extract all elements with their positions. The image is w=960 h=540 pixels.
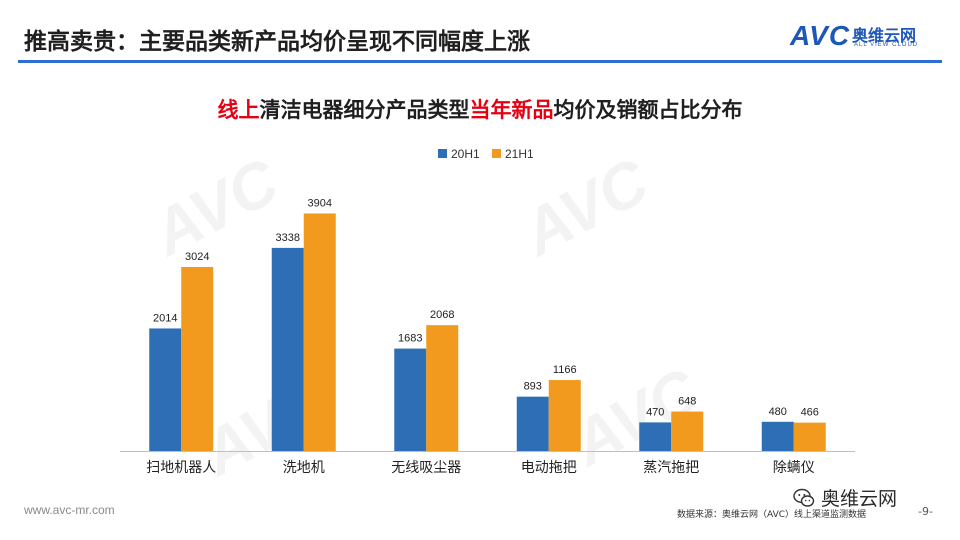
wechat-badge: 奥维云网 bbox=[793, 483, 953, 513]
data-label: 3904 bbox=[308, 197, 332, 209]
bar-21h1 bbox=[426, 325, 459, 451]
x-tick-label: 扫地机器人 bbox=[146, 460, 216, 476]
bar-20h1 bbox=[394, 348, 427, 451]
chart-title-text-1: 清洁电器细分产品类型 bbox=[259, 98, 470, 122]
logo-en-text: ALL VIEW CLOUD bbox=[854, 42, 919, 48]
chart-title-highlight-2: 当年新品 bbox=[469, 98, 554, 122]
x-tick-label: 蒸汽拖把 bbox=[643, 460, 699, 476]
page-title: 推高卖贵：主要品类新产品均价呈现不同幅度上涨 bbox=[24, 29, 530, 55]
data-label: 470 bbox=[646, 406, 664, 418]
data-label: 893 bbox=[524, 381, 542, 393]
bar-20h1 bbox=[761, 421, 794, 451]
bar-21h1 bbox=[303, 213, 336, 451]
legend-label-20h1: 20H1 bbox=[451, 147, 480, 161]
bar-21h1 bbox=[548, 380, 581, 451]
data-label: 2068 bbox=[430, 309, 454, 321]
data-label: 3024 bbox=[185, 251, 209, 263]
avc-logo: AVC 奥维云网 ALL VIEW CLOUD bbox=[790, 20, 940, 52]
bar-21h1 bbox=[671, 411, 704, 451]
logo-avc-text: AVC bbox=[790, 20, 851, 51]
data-label: 1166 bbox=[553, 364, 577, 376]
footer-url: www.avc-mr.com bbox=[24, 503, 115, 517]
chart-title: 线上清洁电器细分产品类型当年新品均价及销额占比分布 bbox=[0, 94, 960, 124]
wechat-icon bbox=[793, 488, 815, 507]
legend-label-21h1: 21H1 bbox=[505, 147, 534, 161]
bar-21h1 bbox=[181, 266, 214, 451]
data-label: 480 bbox=[769, 406, 787, 418]
data-label: 3338 bbox=[276, 232, 300, 244]
chart-title-highlight-1: 线上 bbox=[217, 98, 260, 122]
data-label: 1683 bbox=[398, 333, 422, 345]
bar-20h1 bbox=[639, 422, 672, 451]
data-label: 648 bbox=[678, 396, 696, 408]
page-number: -9- bbox=[918, 505, 933, 518]
data-label: 2014 bbox=[153, 312, 177, 324]
logo-cn-text: 奥维云网 bbox=[852, 26, 917, 45]
bar-20h1 bbox=[271, 247, 304, 451]
x-tick-label: 无线吸尘器 bbox=[391, 460, 461, 476]
bar-21h1 bbox=[793, 422, 826, 451]
x-tick-label: 除螨仪 bbox=[773, 460, 815, 476]
x-tick-label: 洗地机 bbox=[283, 460, 325, 476]
header-divider bbox=[18, 60, 942, 63]
legend-swatch-21h1 bbox=[492, 149, 501, 158]
data-label: 466 bbox=[801, 407, 819, 419]
legend-swatch-20h1 bbox=[438, 149, 447, 158]
wechat-account-name: 奥维云网 bbox=[821, 488, 898, 510]
x-tick-label: 电动拖把 bbox=[521, 460, 577, 476]
bar-20h1 bbox=[149, 328, 182, 451]
chart-title-text-2: 均价及销额占比分布 bbox=[553, 98, 743, 122]
bar-20h1 bbox=[516, 396, 549, 451]
data-source-note: 数据来源：奥维云网（AVC）线上渠道监测数据 bbox=[677, 510, 867, 520]
